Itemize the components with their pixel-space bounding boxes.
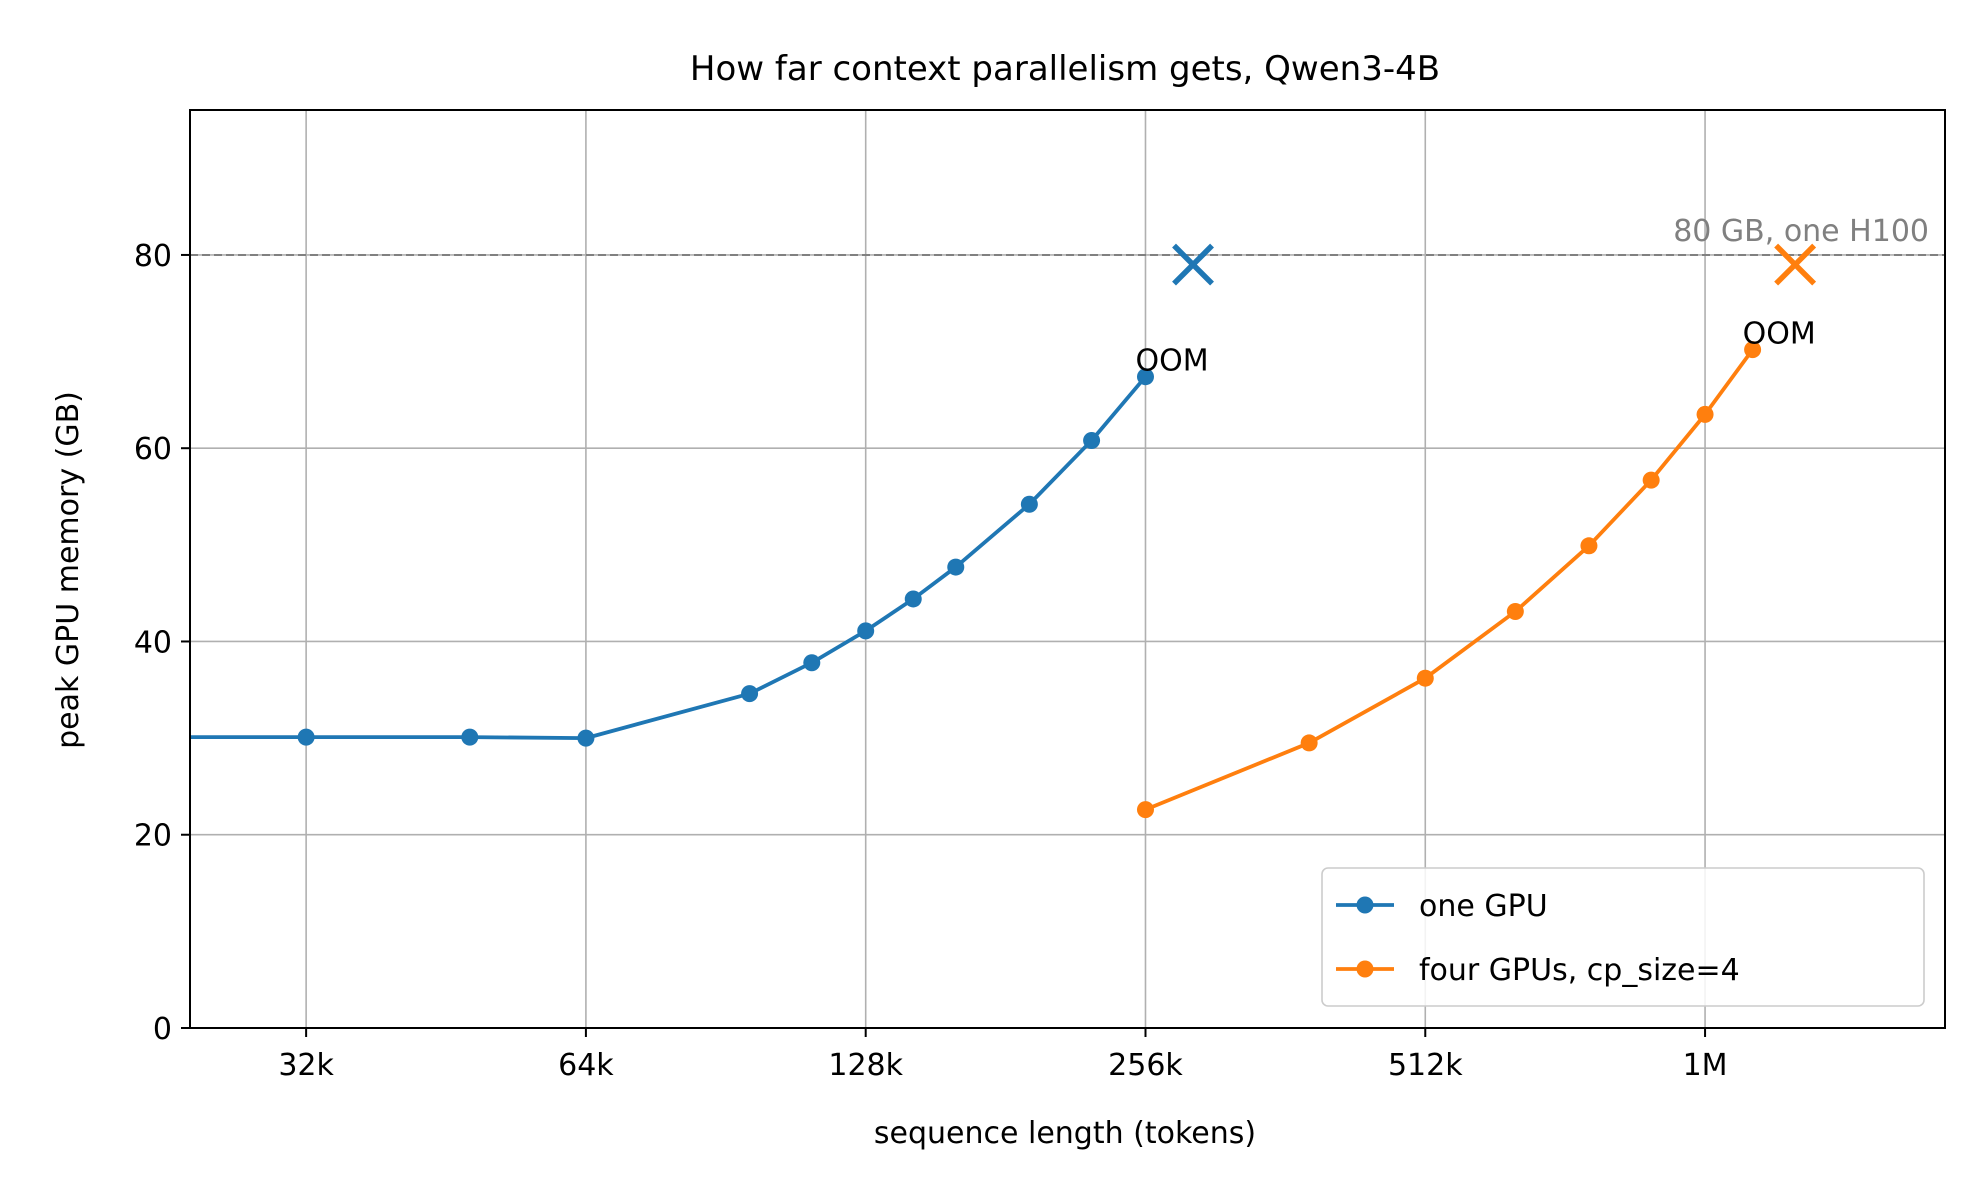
data-point <box>1696 405 1714 423</box>
oom-marker-stroke <box>1172 243 1214 286</box>
data-point <box>904 590 922 608</box>
legend-label: four GPUs, cp_size=4 <box>1419 953 1740 988</box>
x-tick-label: 32k <box>278 1048 334 1083</box>
reference-line-group: 80 GB, one H100 <box>190 214 1945 256</box>
data-point <box>1300 734 1318 752</box>
x-axis-label: sequence length (tokens) <box>874 1116 1256 1151</box>
oom-marker <box>1774 243 1817 286</box>
data-point <box>1580 537 1598 555</box>
oom-label: OOM <box>1743 317 1816 352</box>
x-tick-label: 128k <box>828 1048 903 1083</box>
oom-label: OOM <box>1135 344 1208 379</box>
x-tick-label: 1M <box>1683 1048 1728 1083</box>
data-point <box>1136 801 1154 819</box>
legend-box <box>1321 867 1925 1007</box>
x-tick-label: 64k <box>558 1048 614 1083</box>
y-tick-label: 20 <box>134 819 172 854</box>
y-tick-label: 80 <box>134 239 172 274</box>
series-0 <box>190 243 1214 747</box>
data-point <box>577 729 595 747</box>
data-point <box>741 685 759 703</box>
plot-frame <box>189 109 1946 1029</box>
legend-label: one GPU <box>1419 889 1548 924</box>
legend-swatch-marker <box>1356 960 1374 978</box>
reference-line-label: 80 GB, one H100 <box>1673 214 1929 249</box>
data-point <box>947 558 965 576</box>
data-point <box>1083 431 1101 449</box>
data-point <box>857 622 875 640</box>
x-tick-label: 512k <box>1388 1048 1463 1083</box>
axes-group: 32k 64k 128k 256k 512k 1M 0 20 40 60 80 <box>134 109 1946 1083</box>
legend-swatch-marker <box>1356 896 1374 914</box>
series-line <box>190 374 1148 741</box>
y-tick-label: 60 <box>134 432 172 467</box>
data-point <box>803 654 821 672</box>
oom-marker-stroke <box>1774 243 1817 286</box>
data-point <box>461 728 479 746</box>
x-tick-label: 256k <box>1108 1048 1183 1083</box>
chart-title: How far context parallelism gets, Qwen3-… <box>690 49 1440 89</box>
series-1 <box>1136 243 1817 819</box>
data-point <box>1416 669 1434 687</box>
y-axis-label: peak GPU memory (GB) <box>51 391 86 749</box>
series-group: OOM OOM <box>190 243 1817 819</box>
data-point <box>1136 368 1154 386</box>
legend: one GPU four GPUs, cp_size=4 <box>1321 867 1925 1007</box>
data-point <box>297 728 315 746</box>
y-tick-label: 0 <box>153 1012 172 1047</box>
series-line <box>1143 347 1755 812</box>
y-tick-label: 40 <box>134 625 172 660</box>
data-point <box>1506 603 1524 621</box>
data-point <box>1642 471 1660 489</box>
data-point <box>1744 341 1762 359</box>
data-point <box>1020 495 1038 513</box>
oom-marker <box>1172 243 1214 286</box>
